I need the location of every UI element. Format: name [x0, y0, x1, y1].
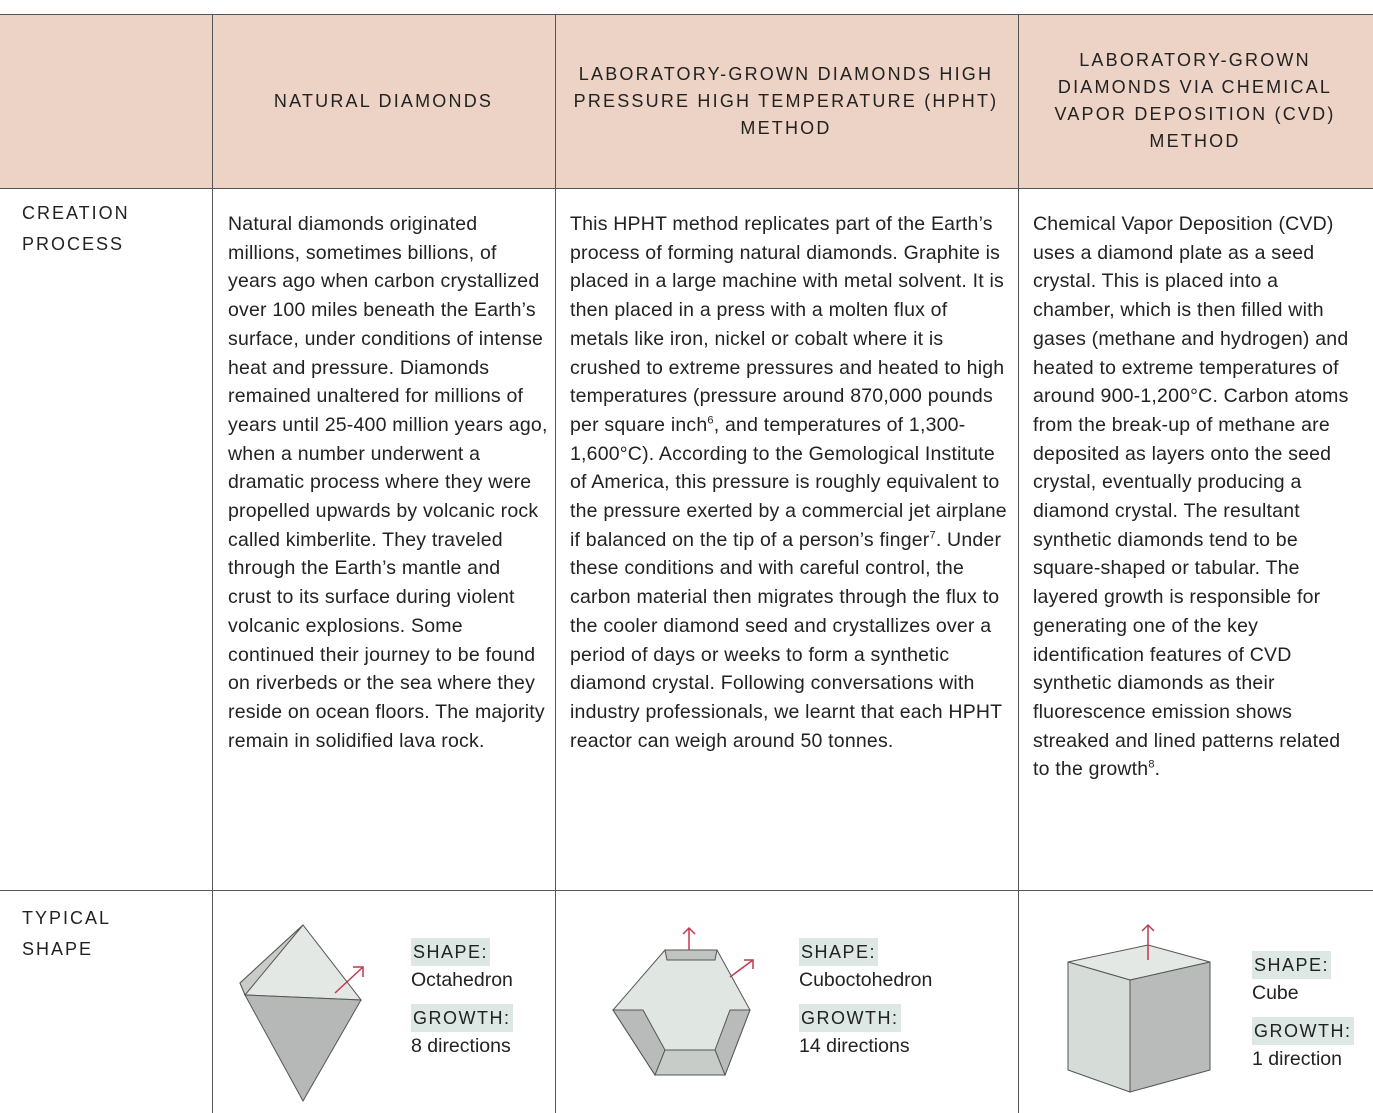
shape-value: Cube — [1252, 982, 1299, 1004]
growth-tag: GROWTH: — [411, 1004, 513, 1032]
shape-value: Octahedron — [411, 969, 513, 991]
header-text: LABORATORY-GROWN DIAMONDS HIGH PRESSURE … — [573, 63, 999, 138]
cell-text: Natural diamonds originated millions, so… — [228, 213, 548, 752]
shape-tag: SHAPE: — [411, 938, 491, 966]
growth-value: 8 directions — [411, 1035, 511, 1057]
text: . Under these conditions and with carefu… — [570, 528, 1002, 752]
divider — [1018, 14, 1019, 1113]
growth-tag: GROWTH: — [1252, 1017, 1354, 1045]
header-cell: LABORATORY-GROWN DIAMONDS VIA CHEMICAL V… — [1030, 14, 1360, 188]
octahedron-icon — [239, 924, 364, 1103]
growth-value: 1 direction — [1252, 1048, 1342, 1070]
header-band — [0, 14, 1373, 189]
cell-text: This HPHT method replicates part of the … — [570, 210, 1010, 755]
shape-tag: SHAPE: — [799, 938, 879, 966]
footnote: 8 — [1148, 758, 1155, 771]
shape-info: SHAPE: Cuboctohedron GROWTH: 14 directions — [799, 938, 932, 1070]
divider — [212, 14, 213, 1113]
row-label: CREATION PROCESS — [22, 203, 130, 254]
cube-icon — [1067, 923, 1211, 1093]
footnote: 6 — [707, 414, 714, 427]
shape-info: SHAPE: Octahedron GROWTH: 8 directions — [411, 938, 513, 1070]
cuboctahedron-icon — [612, 926, 754, 1077]
text: . — [1154, 758, 1161, 781]
divider — [555, 14, 556, 1113]
text: Chemical Vapor Deposition (CVD) uses a d… — [1033, 213, 1349, 781]
text: , and temperatures of 1,300-1,600°C). Ac… — [570, 413, 1007, 551]
row-label: TYPICAL SHAPE — [22, 908, 111, 959]
divider — [0, 188, 1373, 189]
shape-tag: SHAPE: — [1252, 951, 1332, 979]
growth-tag: GROWTH: — [799, 1004, 901, 1032]
header-cell: NATURAL DIAMONDS — [212, 14, 555, 188]
cell-text: Chemical Vapor Deposition (CVD) uses a d… — [1033, 210, 1358, 784]
header-text: NATURAL DIAMONDS — [273, 90, 494, 111]
shape-value: Cuboctohedron — [799, 969, 933, 991]
growth-value: 14 directions — [799, 1035, 910, 1057]
text: This HPHT method replicates part of the … — [570, 213, 1005, 436]
header-text: LABORATORY-GROWN DIAMONDS VIA CHEMICAL V… — [1054, 50, 1336, 151]
footnote: 7 — [929, 529, 936, 542]
shape-info: SHAPE: Cube GROWTH: 1 direction — [1252, 951, 1354, 1083]
header-cell: LABORATORY-GROWN DIAMONDS HIGH PRESSURE … — [560, 14, 1012, 188]
divider — [0, 890, 1373, 891]
